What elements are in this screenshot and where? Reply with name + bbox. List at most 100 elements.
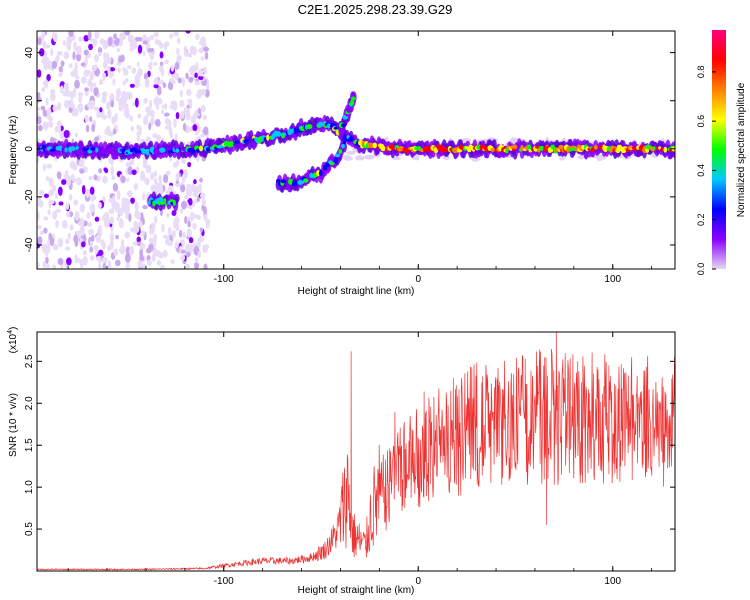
track-cell	[175, 148, 180, 153]
noise-blob	[174, 133, 178, 141]
noise-blob	[57, 101, 62, 111]
noise-blob	[118, 98, 122, 107]
track-rising-branch	[337, 91, 357, 138]
track-cell	[549, 148, 554, 153]
noise-blob	[201, 204, 205, 211]
noise-blob	[73, 41, 77, 52]
noise-blob	[74, 132, 78, 138]
noise-blob	[78, 94, 82, 104]
track-cell	[333, 157, 339, 164]
noise-blob	[64, 246, 71, 251]
track-cell	[280, 179, 287, 184]
noise-blob	[205, 220, 210, 229]
track-cell	[333, 126, 339, 130]
noise-blob	[65, 202, 70, 211]
track-cell	[288, 178, 294, 185]
noise-blob	[107, 130, 113, 137]
noise-blob	[173, 31, 180, 37]
noise-blob	[197, 239, 201, 249]
noise-blob	[72, 51, 76, 60]
noise-blob	[106, 52, 110, 62]
noise-blob	[167, 81, 174, 91]
noise-blob	[79, 168, 85, 174]
noise-blob	[111, 175, 116, 181]
track-cell	[109, 147, 115, 152]
snr-x-ticks: -100 0 100	[67, 332, 653, 587]
noise-blob	[197, 75, 204, 80]
noise-blob	[116, 47, 120, 53]
noise-blob	[168, 156, 172, 162]
noise-blob	[102, 214, 108, 222]
noise-blob	[69, 160, 76, 170]
noise-blob	[61, 179, 67, 185]
noise-blob	[123, 208, 129, 213]
noise-blob	[191, 185, 196, 193]
track-isolated-echo	[146, 191, 180, 212]
noise-blob	[176, 247, 180, 252]
noise-blob	[90, 196, 95, 203]
noise-blob	[153, 170, 158, 178]
colorbar-ticks: 0.0 0.2 0.4 0.6 0.8	[696, 66, 716, 275]
noise-blob	[119, 32, 126, 38]
snr-y-ticks: 0.5 1.0 1.5 2.0 2.5	[24, 354, 675, 536]
noise-blob	[146, 111, 152, 117]
noise-blob	[137, 113, 142, 119]
noise-blob	[147, 70, 151, 78]
noise-blob	[199, 177, 203, 183]
noise-blob	[148, 62, 153, 70]
noise-blob	[97, 249, 104, 257]
noise-blob	[83, 49, 89, 56]
noise-blob	[160, 68, 165, 77]
noise-blob	[170, 259, 175, 265]
spectrogram-y-tick-label: 20	[24, 95, 35, 107]
noise-blob	[101, 94, 107, 104]
spectrogram-x-tick-label: 100	[604, 274, 621, 285]
noise-blob	[131, 67, 137, 74]
track-cell	[303, 178, 309, 183]
noise-blob	[130, 125, 135, 132]
noise-blob	[114, 112, 118, 123]
noise-blob	[44, 44, 51, 49]
noise-blob	[66, 212, 71, 218]
noise-blob	[153, 77, 159, 85]
noise-blob	[185, 113, 191, 121]
noise-blob	[192, 124, 198, 132]
track-cell	[293, 127, 298, 134]
track-cell	[172, 199, 176, 206]
noise-blob	[153, 177, 158, 185]
noise-blob	[187, 161, 192, 168]
noise-blob	[153, 233, 157, 243]
noise-blob	[131, 169, 137, 175]
snr-x-tick-label: 100	[604, 576, 621, 587]
noise-blob	[179, 89, 183, 98]
noise-blob	[180, 249, 187, 254]
noise-blob	[124, 31, 131, 36]
spectrogram-y-tick-label: -20	[24, 189, 35, 204]
noise-blob	[157, 97, 163, 105]
noise-blob	[37, 95, 42, 103]
noise-blob	[107, 36, 113, 47]
noise-blob	[184, 215, 188, 225]
noise-blob	[124, 231, 131, 239]
noise-blob	[169, 104, 175, 110]
noise-blob	[46, 73, 51, 82]
noise-blob	[129, 45, 134, 52]
track-cell	[349, 99, 355, 106]
noise-blob	[117, 67, 121, 73]
noise-blob	[110, 99, 115, 108]
noise-blob	[134, 73, 141, 84]
noise-blob	[107, 260, 112, 269]
noise-blob	[155, 250, 161, 257]
snr-y-tick-label: 2.5	[24, 354, 35, 368]
noise-blob	[180, 110, 185, 119]
track-cell	[244, 138, 250, 143]
snr-y-tick-label: 0.5	[24, 522, 35, 536]
spectrogram-x-tick-label: 0	[415, 274, 421, 285]
noise-blob	[57, 237, 64, 248]
spectrogram-x-ticks: -100 0 100	[67, 31, 653, 285]
noise-blob	[112, 128, 117, 135]
noise-blob	[148, 243, 154, 252]
noise-blob	[70, 71, 77, 77]
noise-blob	[45, 256, 49, 265]
